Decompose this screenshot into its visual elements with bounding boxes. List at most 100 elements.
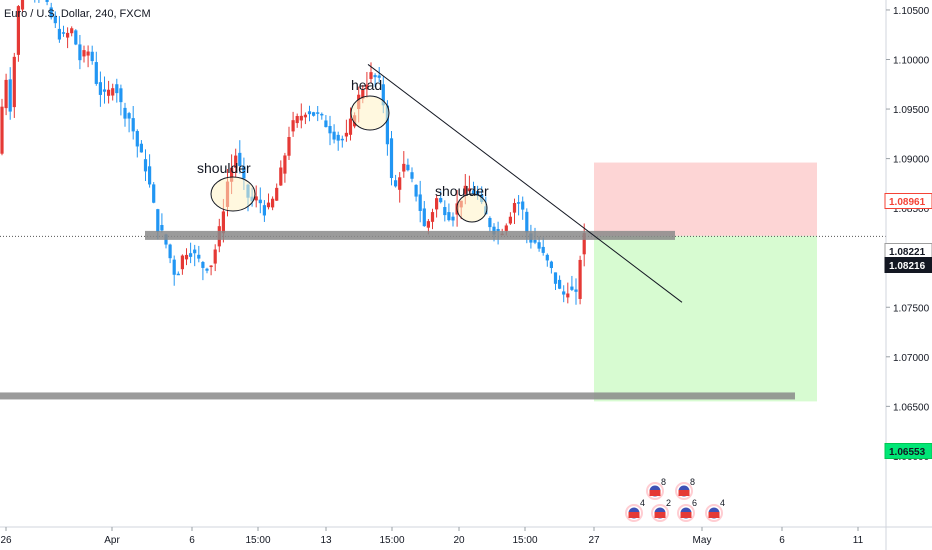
candle[interactable] bbox=[410, 172, 414, 179]
candle[interactable] bbox=[541, 246, 545, 253]
candle[interactable] bbox=[443, 207, 447, 216]
candle[interactable] bbox=[230, 167, 234, 182]
candle[interactable] bbox=[398, 177, 402, 190]
candle[interactable] bbox=[234, 155, 238, 168]
candle[interactable] bbox=[521, 201, 525, 210]
candle[interactable] bbox=[279, 167, 283, 186]
candle[interactable] bbox=[70, 28, 74, 34]
candle[interactable] bbox=[135, 131, 139, 147]
candle[interactable] bbox=[422, 208, 426, 227]
candle[interactable] bbox=[488, 217, 492, 228]
candle[interactable] bbox=[180, 255, 184, 270]
candle[interactable] bbox=[115, 84, 119, 94]
candle[interactable] bbox=[303, 114, 307, 118]
candle[interactable] bbox=[127, 113, 131, 119]
candle[interactable] bbox=[328, 126, 332, 134]
candle[interactable] bbox=[574, 289, 578, 292]
candle[interactable] bbox=[45, 0, 49, 2]
candle[interactable] bbox=[57, 28, 61, 40]
candle[interactable] bbox=[143, 159, 148, 172]
candle[interactable] bbox=[49, 7, 53, 18]
candle[interactable] bbox=[537, 242, 541, 249]
candle[interactable] bbox=[406, 164, 410, 171]
candle[interactable] bbox=[476, 190, 480, 196]
candle[interactable] bbox=[271, 198, 275, 208]
candle[interactable] bbox=[86, 51, 90, 56]
candle[interactable] bbox=[435, 198, 439, 210]
candle[interactable] bbox=[0, 106, 4, 154]
candle[interactable] bbox=[61, 32, 66, 34]
event-flag-icon[interactable]: 4 bbox=[705, 498, 725, 522]
candle[interactable] bbox=[385, 105, 389, 145]
candle[interactable] bbox=[193, 249, 197, 254]
candle[interactable] bbox=[332, 131, 336, 140]
candle[interactable] bbox=[8, 79, 12, 112]
candle[interactable] bbox=[582, 233, 586, 255]
candle[interactable] bbox=[111, 88, 115, 96]
candle[interactable] bbox=[74, 30, 78, 45]
candle[interactable] bbox=[430, 212, 435, 222]
candle[interactable] bbox=[160, 225, 164, 231]
candle[interactable] bbox=[562, 291, 566, 295]
candle[interactable] bbox=[16, 6, 20, 55]
candle[interactable] bbox=[283, 155, 287, 174]
candle[interactable] bbox=[78, 44, 82, 61]
candle[interactable] bbox=[262, 205, 266, 216]
candle[interactable] bbox=[176, 273, 180, 276]
candle[interactable] bbox=[324, 120, 328, 128]
candle[interactable] bbox=[508, 216, 512, 224]
candle[interactable] bbox=[553, 272, 558, 284]
candle[interactable] bbox=[377, 75, 381, 78]
candle[interactable] bbox=[549, 261, 553, 269]
candle[interactable] bbox=[394, 180, 398, 187]
candle[interactable] bbox=[504, 225, 508, 231]
candle[interactable] bbox=[295, 116, 299, 124]
pattern-marker-2[interactable] bbox=[350, 95, 390, 131]
neckline-zone[interactable] bbox=[145, 230, 675, 240]
candle[interactable] bbox=[312, 112, 316, 116]
candle[interactable] bbox=[471, 190, 476, 194]
event-flag-icon[interactable]: 2 bbox=[651, 498, 671, 522]
event-flag-icon[interactable]: 6 bbox=[677, 498, 697, 522]
candle[interactable] bbox=[361, 89, 365, 99]
candle[interactable] bbox=[184, 254, 189, 260]
candle[interactable] bbox=[336, 134, 340, 141]
candle[interactable] bbox=[439, 198, 443, 203]
candle[interactable] bbox=[152, 184, 156, 203]
candle[interactable] bbox=[156, 209, 160, 232]
candle[interactable] bbox=[197, 254, 201, 259]
candle[interactable] bbox=[316, 112, 320, 114]
candle[interactable] bbox=[139, 143, 143, 153]
candle[interactable] bbox=[463, 185, 467, 194]
candle[interactable] bbox=[558, 279, 562, 289]
candle[interactable] bbox=[189, 253, 193, 257]
candle[interactable] bbox=[275, 187, 279, 201]
candle[interactable] bbox=[307, 111, 312, 115]
candle[interactable] bbox=[242, 166, 246, 179]
candle[interactable] bbox=[4, 79, 8, 109]
candle[interactable] bbox=[365, 84, 369, 90]
candle[interactable] bbox=[418, 194, 422, 211]
candle[interactable] bbox=[545, 254, 549, 261]
price-tag-target[interactable] bbox=[884, 443, 932, 459]
candle[interactable] bbox=[12, 56, 16, 108]
candle[interactable] bbox=[107, 89, 111, 96]
candle[interactable] bbox=[320, 113, 324, 116]
candle[interactable] bbox=[578, 259, 582, 299]
candle[interactable] bbox=[119, 88, 123, 103]
pattern-marker-1[interactable] bbox=[210, 176, 256, 212]
candle[interactable] bbox=[517, 202, 521, 204]
candle[interactable] bbox=[492, 226, 496, 235]
candle[interactable] bbox=[20, 0, 25, 10]
candle[interactable] bbox=[221, 211, 225, 234]
candle[interactable] bbox=[94, 62, 98, 84]
candle[interactable] bbox=[512, 202, 517, 213]
candle[interactable] bbox=[299, 115, 303, 121]
candle[interactable] bbox=[414, 184, 418, 197]
candle[interactable] bbox=[381, 84, 385, 106]
candle[interactable] bbox=[496, 229, 500, 232]
candle[interactable] bbox=[467, 188, 471, 192]
stop-loss-zone[interactable] bbox=[594, 162, 817, 236]
event-flag-icon[interactable]: 4 bbox=[625, 498, 645, 522]
